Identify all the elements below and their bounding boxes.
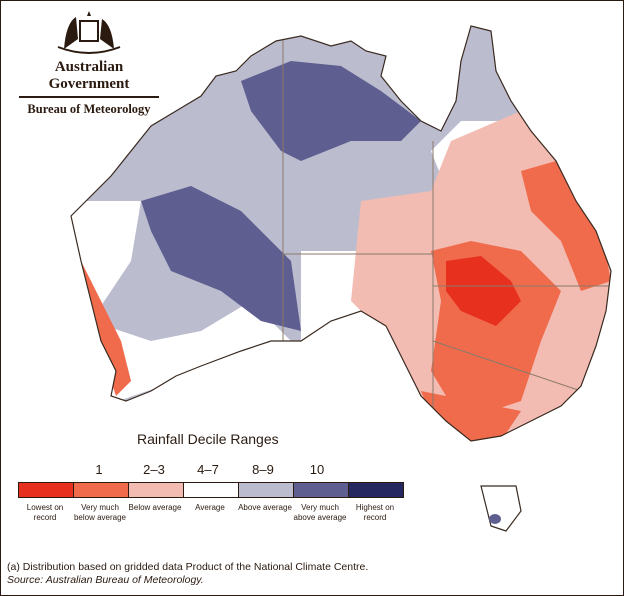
decile-label: 2–3 [143, 462, 165, 477]
legend-swatch [19, 483, 74, 497]
legend-category-label: Average [195, 503, 225, 512]
legend-category-label: Lowest on record [26, 503, 64, 522]
legend-category-label: Above average [238, 503, 292, 512]
legend-swatch [239, 483, 294, 497]
legend-category-label: Very much above average [293, 503, 347, 522]
region-very-much-above-north [241, 61, 421, 161]
legend-swatch [129, 483, 184, 497]
legend-swatch [349, 483, 403, 497]
legend-color-bar [18, 482, 404, 498]
region-sw-below [81, 261, 131, 396]
region-very-much-above-west [141, 186, 301, 331]
footnote: (a) Distribution based on gridded data P… [7, 561, 368, 587]
decile-label: 8–9 [252, 462, 274, 477]
decile-label: 4–7 [197, 462, 219, 477]
tasmania [480, 485, 522, 532]
legend-swatch [184, 483, 239, 497]
agency-name: Bureau of Meteorology [27, 102, 151, 116]
decile-label: 1 [95, 462, 103, 477]
legend-title: Rainfall Decile Ranges [137, 431, 279, 447]
legend-swatch [294, 483, 349, 497]
decile-label: 10 [309, 462, 325, 477]
region-very-much-below-2 [521, 161, 611, 291]
org-name: Australian Government [19, 59, 159, 98]
coat-of-arms-icon [57, 11, 121, 54]
legend-category-label: Highest on record [355, 503, 395, 522]
footnote-note: (a) Distribution based on gridded data P… [7, 561, 369, 573]
footnote-source: Source: Australian Bureau of Meteorology… [7, 574, 204, 586]
legend-category-label: Below average [128, 503, 182, 512]
region-lowest-on-record [446, 256, 521, 326]
legend-swatch [74, 483, 129, 497]
legend-category-label: Very much below average [73, 503, 127, 522]
bom-logo: Australian Government Bureau of Meteorol… [19, 9, 159, 117]
